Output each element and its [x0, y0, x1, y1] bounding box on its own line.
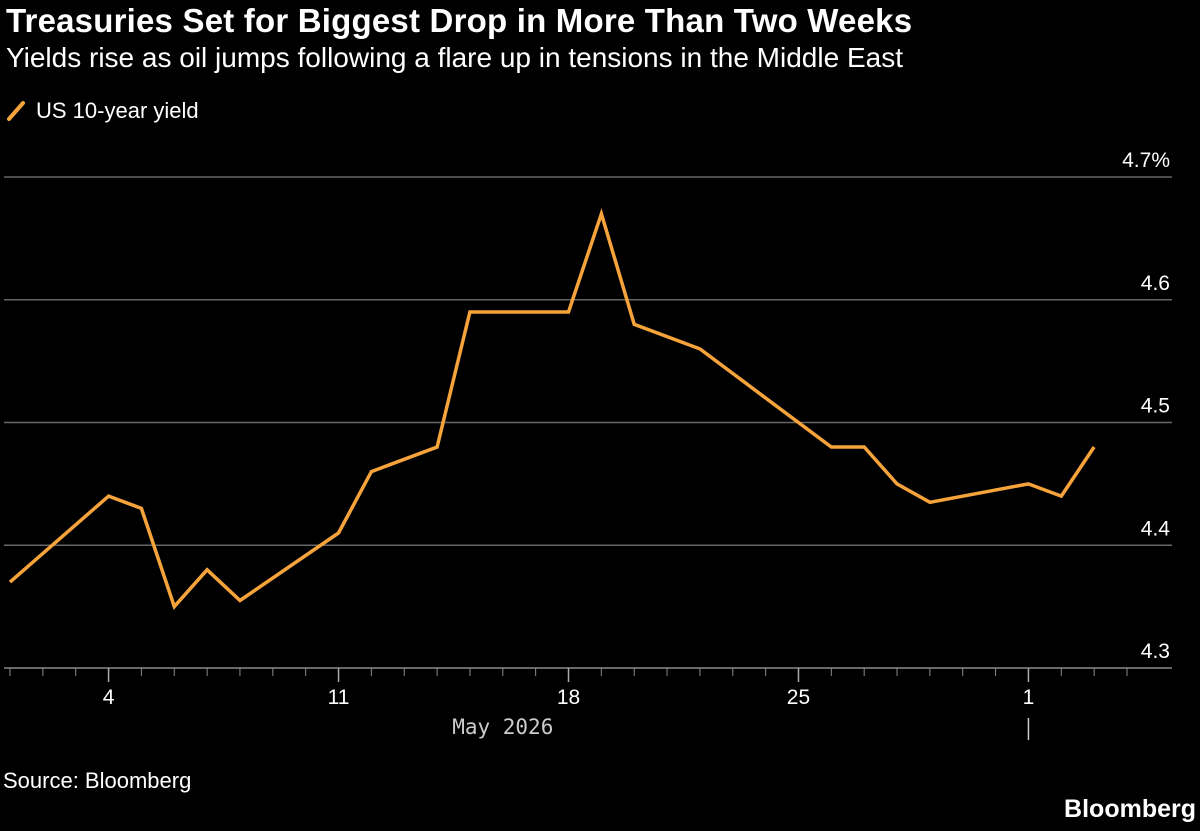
- x-month-label: May 2026: [452, 715, 553, 739]
- series-line-us-10-year-yield: [8, 207, 1096, 611]
- y-tick-label: 4.4: [1141, 517, 1171, 540]
- y-tick-label: 4.5: [1141, 395, 1170, 418]
- x-tick-label: 25: [787, 686, 810, 709]
- x-tick-label: 11: [328, 686, 350, 709]
- chart-title: Treasuries Set for Biggest Drop in More …: [6, 2, 913, 39]
- x-tick-label: 1: [1023, 686, 1035, 709]
- source-note: Source: Bloomberg: [3, 768, 192, 793]
- legend-line-swatch-icon: [7, 101, 25, 121]
- x-tick-label: 4: [103, 686, 115, 709]
- legend: US 10-year yield: [6, 98, 199, 124]
- y-tick-label: 4.7%: [1122, 149, 1170, 172]
- x-tick-label: 18: [557, 686, 580, 709]
- legend-label: US 10-year yield: [36, 98, 199, 123]
- brand-logo: Bloomberg: [1064, 795, 1196, 823]
- y-tick-label: 4.6: [1141, 272, 1170, 295]
- chart-subtitle: Yields rise as oil jumps following a fla…: [6, 42, 903, 73]
- y-tick-label: 4.3: [1141, 640, 1170, 663]
